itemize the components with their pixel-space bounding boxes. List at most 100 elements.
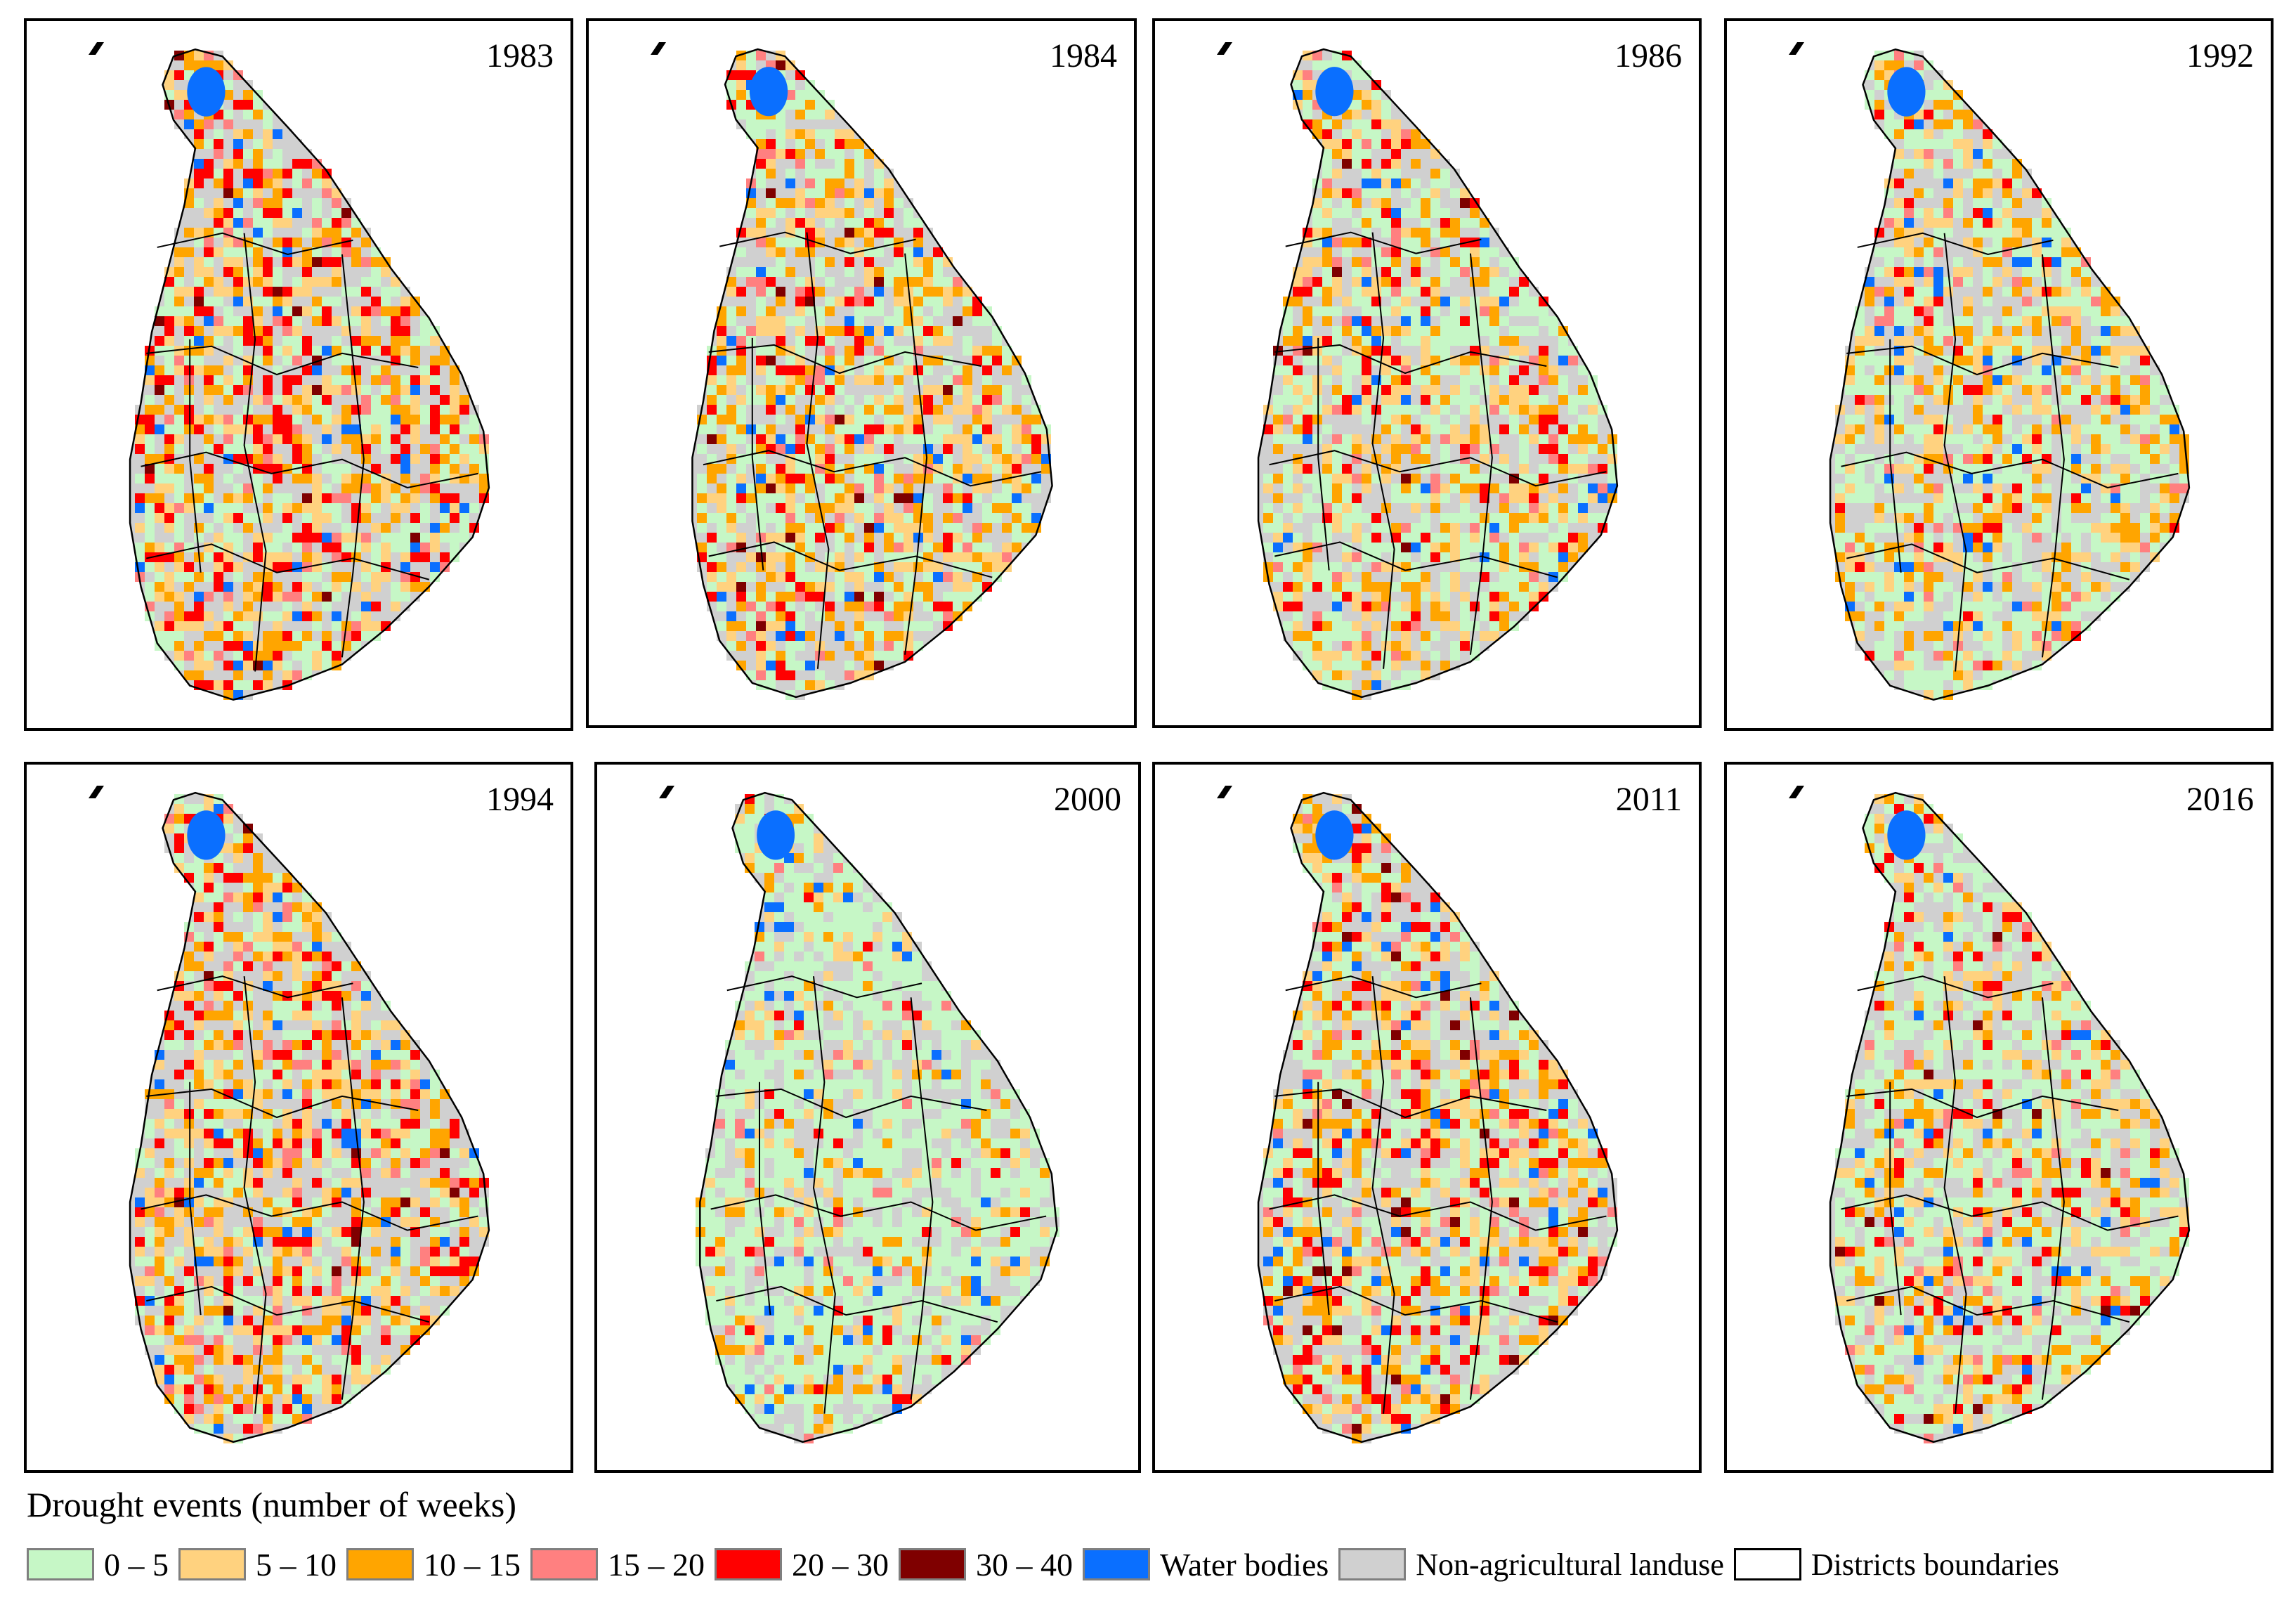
landuse-cell <box>992 503 1002 513</box>
landuse-cell <box>204 247 214 257</box>
landuse-cell <box>1421 277 1430 287</box>
landuse-cell <box>904 316 913 326</box>
landuse-cell <box>1362 149 1371 159</box>
landuse-cell <box>953 602 963 611</box>
landuse-cell <box>1283 592 1293 602</box>
landuse-cell <box>174 90 184 100</box>
landuse-cell <box>776 326 785 336</box>
landuse-cell <box>1263 503 1273 513</box>
landuse-cell <box>1401 238 1411 247</box>
landuse-cell <box>1480 365 1489 375</box>
landuse-cell <box>1312 533 1322 543</box>
landuse-cell <box>726 523 736 533</box>
landuse-cell <box>864 238 874 247</box>
landuse-cell <box>923 228 933 238</box>
landuse-cell <box>795 306 805 316</box>
landuse-cell <box>381 582 391 592</box>
landuse-cell <box>292 356 302 365</box>
landuse-cell <box>263 188 273 198</box>
landuse-cell <box>469 444 479 454</box>
landuse-cell <box>1421 198 1430 208</box>
landuse-cell <box>1548 552 1558 562</box>
landuse-cell <box>982 474 992 483</box>
landuse-cell <box>825 483 835 493</box>
landuse-cell <box>1430 218 1440 228</box>
landuse-cell <box>1430 444 1440 454</box>
landuse-cell <box>923 238 933 247</box>
landuse-cell <box>1342 641 1352 651</box>
landuse-cell <box>1381 661 1391 670</box>
landuse-cell <box>844 336 854 346</box>
landuse-cell <box>2002 218 2012 228</box>
landuse-cell <box>835 424 844 434</box>
landuse-cell <box>1332 493 1342 503</box>
landuse-cell <box>874 287 884 297</box>
landuse-cell <box>1894 139 1904 149</box>
landuse-cell <box>184 365 194 375</box>
landuse-cell <box>322 257 332 267</box>
landuse-cell <box>1332 602 1342 611</box>
landuse-cell <box>1914 159 1924 169</box>
landuse-cell <box>1342 582 1352 592</box>
landuse-cell <box>1924 208 1933 218</box>
landuse-cell <box>982 316 992 326</box>
landuse-cell <box>1332 405 1342 415</box>
water-body <box>1315 67 1354 117</box>
landuse-cell <box>1933 208 1943 218</box>
landuse-cell <box>707 415 717 424</box>
landuse-cell <box>1352 178 1362 188</box>
landuse-cell <box>1489 405 1499 415</box>
landuse-cell <box>312 533 322 543</box>
landuse-cell <box>884 592 894 602</box>
landuse-cell <box>1499 562 1509 572</box>
landuse-cell <box>776 513 785 523</box>
landuse-cell <box>1273 395 1283 405</box>
landuse-cell <box>923 405 933 415</box>
landuse-cell <box>371 267 381 277</box>
landuse-cell <box>864 474 874 483</box>
landuse-cell <box>312 218 322 228</box>
landuse-cell <box>233 198 243 208</box>
landuse-cell <box>1342 60 1352 70</box>
landuse-cell <box>1460 523 1470 533</box>
landuse-cell <box>459 523 469 533</box>
landuse-cell <box>1312 119 1322 129</box>
landuse-cell <box>1031 424 1041 434</box>
landuse-cell <box>391 326 400 336</box>
landuse-cell <box>155 346 164 356</box>
landuse-cell <box>430 543 440 552</box>
landuse-cell <box>282 247 292 257</box>
landuse-cell <box>1342 336 1352 346</box>
landuse-cell <box>992 365 1002 375</box>
landuse-cell <box>1322 454 1332 464</box>
landuse-cell <box>420 434 430 444</box>
landuse-cell <box>884 641 894 651</box>
landuse-cell <box>1963 139 1973 149</box>
landuse-cell <box>214 424 223 434</box>
landuse-cell <box>1022 533 1031 543</box>
landuse-cell <box>756 208 766 218</box>
landuse-cell <box>253 149 263 159</box>
landuse-cell <box>312 316 322 326</box>
landuse-cell <box>1440 405 1450 415</box>
landuse-cell <box>341 602 351 611</box>
landuse-cell <box>943 474 953 483</box>
landuse-cell <box>1381 316 1391 326</box>
landuse-cell <box>1470 247 1480 257</box>
landuse-cell <box>1342 277 1352 287</box>
landuse-cell <box>351 513 361 523</box>
landuse-cell <box>894 415 904 424</box>
landuse-cell <box>214 513 223 523</box>
landuse-cell <box>1312 306 1322 316</box>
landuse-cell <box>391 483 400 493</box>
landuse-cell <box>1371 218 1381 228</box>
landuse-cell <box>273 493 282 503</box>
landuse-cell <box>1440 572 1450 582</box>
landuse-cell <box>292 454 302 464</box>
landuse-cell <box>1578 533 1588 543</box>
landuse-cell <box>726 375 736 385</box>
landuse-cell <box>1273 523 1283 533</box>
landuse-cell <box>1002 375 1012 385</box>
landuse-cell <box>1322 51 1332 60</box>
landuse-cell <box>341 543 351 552</box>
